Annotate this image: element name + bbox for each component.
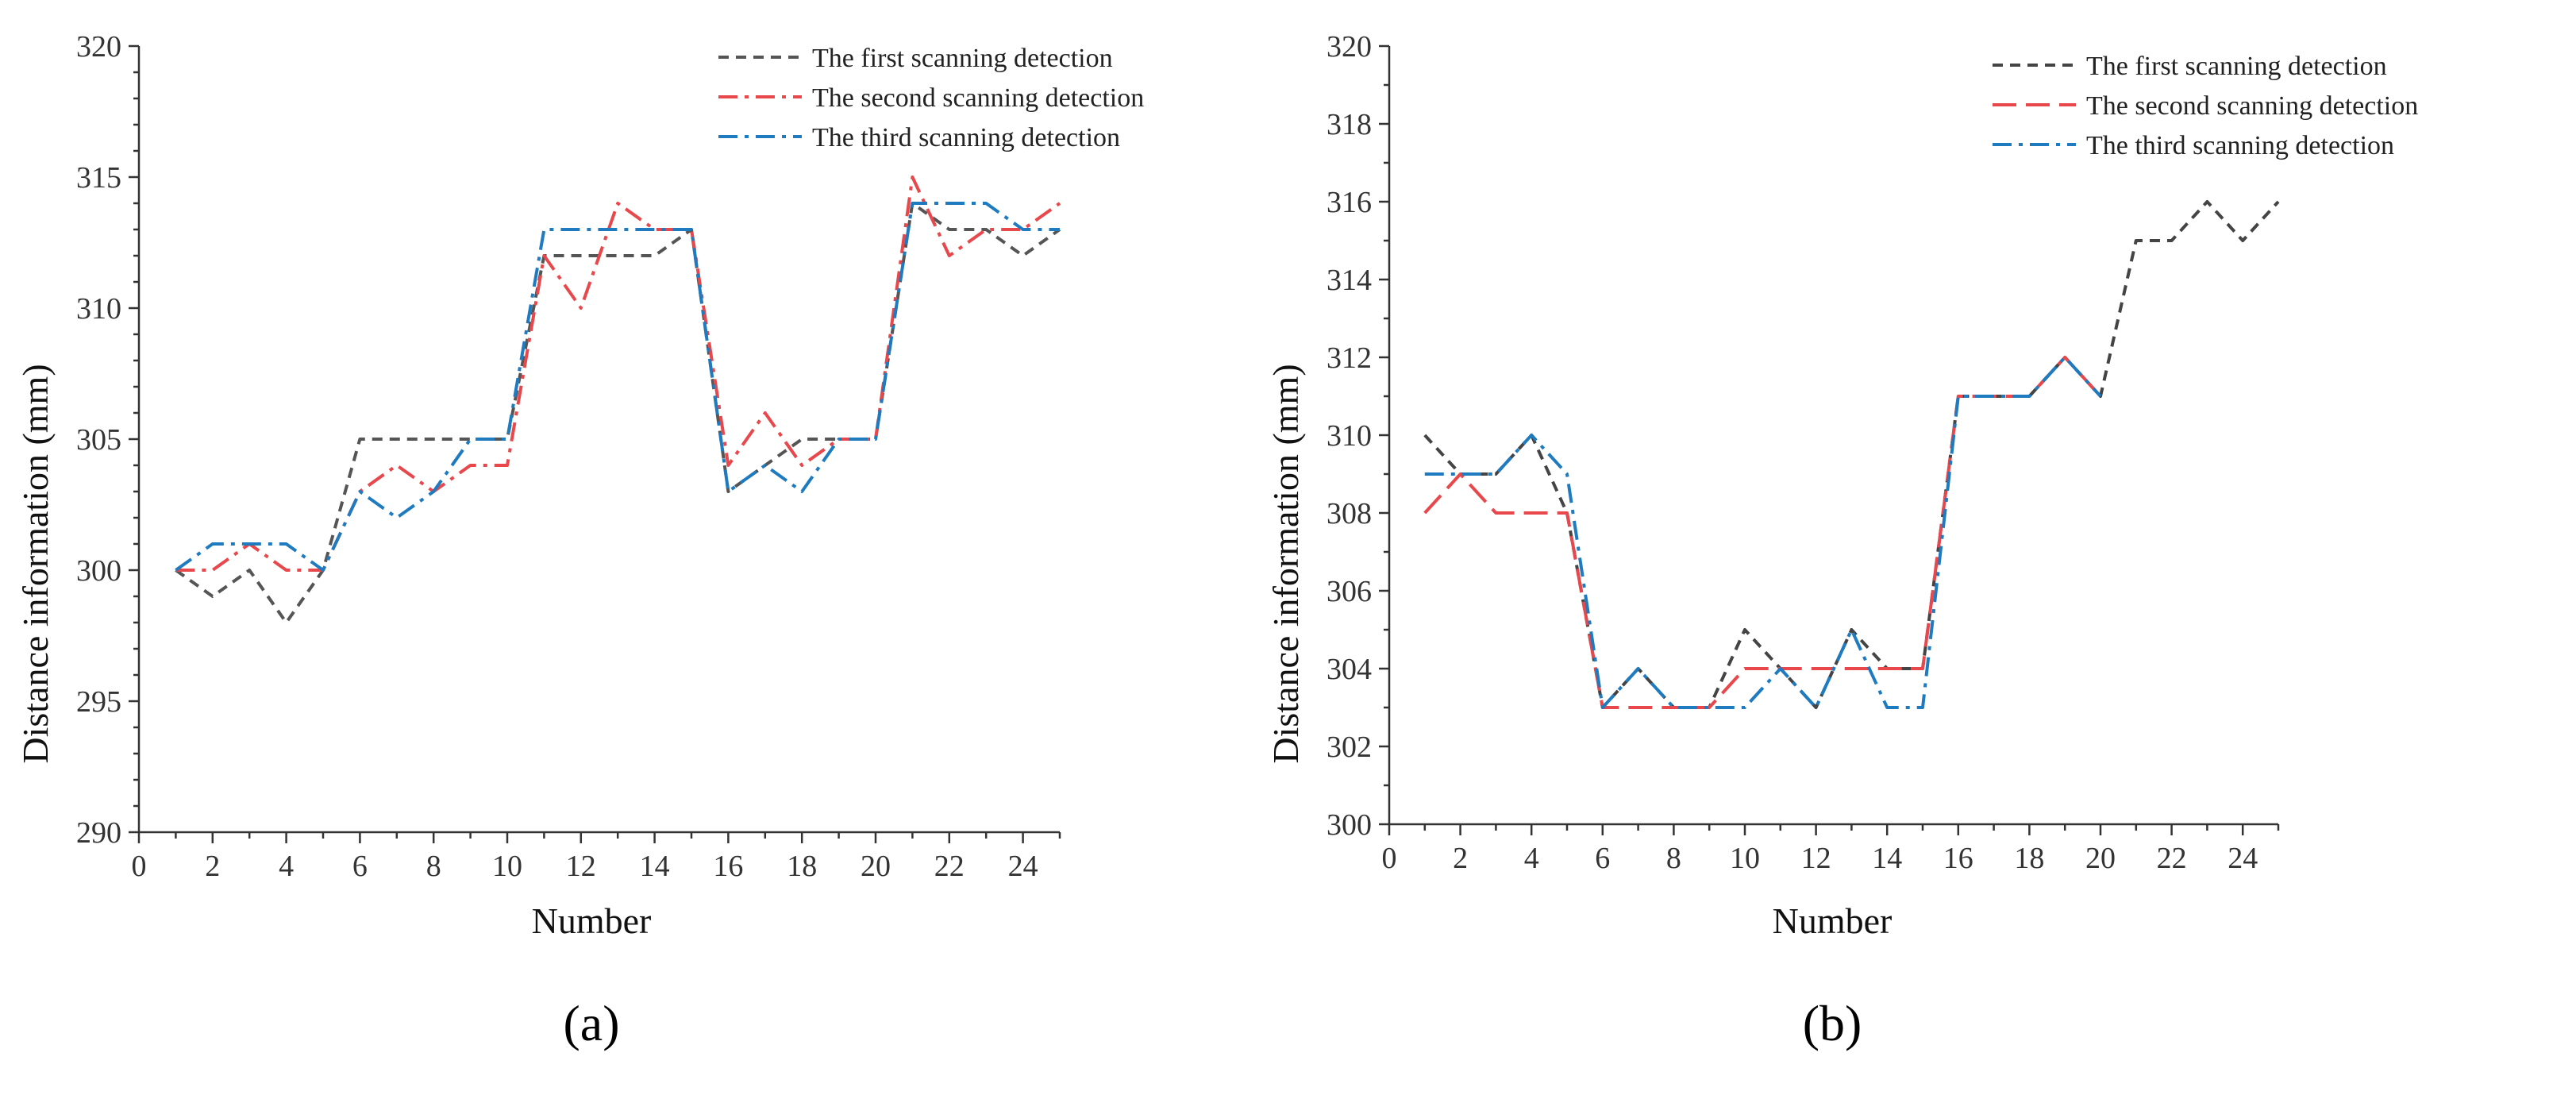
- series-line-a-2: [175, 175, 1061, 572]
- chart-panel-b: Distance information (mm) Number (b) 300…: [1265, 30, 2418, 1051]
- x-tick-label: 8: [1666, 842, 1681, 875]
- series-line-b-1: [1423, 200, 2280, 709]
- y-tick-label: 306: [1327, 575, 1372, 608]
- y-tick-label: 295: [76, 685, 121, 719]
- x-axis-title-b: Number: [1773, 900, 1893, 941]
- legend-label-b-1: The first scanning detection: [2086, 52, 2387, 81]
- y-tick-label: 302: [1327, 731, 1372, 764]
- x-tick-label: 16: [713, 850, 743, 883]
- x-tick-label: 0: [1382, 842, 1397, 875]
- x-tick-label: 10: [1730, 842, 1760, 875]
- y-tick-label: 320: [76, 30, 121, 64]
- y-tick-label: 315: [76, 161, 121, 195]
- y-tick-label: 316: [1327, 186, 1372, 219]
- x-tick-label: 6: [352, 850, 368, 883]
- x-tick-label: 10: [492, 850, 522, 883]
- legend-label-a-2: The second scanning detection: [812, 83, 1144, 113]
- series-line-a-3: [175, 202, 1060, 572]
- x-tick-label: 24: [2228, 842, 2258, 875]
- legend-label-b-2: The second scanning detection: [2086, 91, 2418, 121]
- chart-panel-a: Distance information (mm) Number (a) 290…: [15, 30, 1144, 1051]
- x-tick-label: 22: [934, 850, 965, 883]
- x-tick-label: 4: [1524, 842, 1539, 875]
- x-tick-label: 22: [2157, 842, 2187, 875]
- series-line-a-1: [175, 202, 1061, 624]
- x-tick-label: 4: [279, 850, 294, 883]
- y-tick-label: 312: [1327, 341, 1372, 375]
- x-tick-label: 2: [1453, 842, 1468, 875]
- y-tick-label: 320: [1327, 30, 1372, 64]
- series-line-b-2: [1423, 356, 2102, 709]
- x-tick-label: 20: [861, 850, 891, 883]
- legend-label-a-1: The first scanning detection: [812, 44, 1113, 73]
- y-tick-label: 318: [1327, 108, 1372, 141]
- y-tick-label: 300: [1327, 808, 1372, 842]
- x-tick-label: 8: [426, 850, 441, 883]
- x-tick-label: 12: [566, 850, 596, 883]
- y-tick-label: 310: [76, 292, 121, 326]
- y-axis-title-a: Distance information (mm): [15, 364, 56, 763]
- x-tick-label: 16: [1943, 842, 1973, 875]
- panel-label-b: (b): [1803, 995, 1862, 1051]
- series-line-b-3: [1424, 356, 2102, 709]
- y-tick-label: 300: [76, 554, 121, 588]
- y-tick-label: 314: [1327, 264, 1372, 297]
- x-tick-label: 0: [132, 850, 147, 883]
- x-tick-label: 14: [1872, 842, 1902, 875]
- x-tick-label: 14: [640, 850, 670, 883]
- x-tick-label: 12: [1801, 842, 1831, 875]
- x-tick-label: 18: [787, 850, 817, 883]
- legend-label-a-3: The third scanning detection: [812, 123, 1120, 152]
- y-tick-label: 308: [1327, 497, 1372, 530]
- x-tick-label: 24: [1008, 850, 1038, 883]
- y-tick-label: 290: [76, 816, 121, 850]
- legend-label-b-3: The third scanning detection: [2086, 131, 2394, 160]
- y-axis-title-b: Distance information (mm): [1265, 364, 1306, 763]
- y-tick-label: 304: [1327, 653, 1372, 686]
- x-tick-label: 2: [205, 850, 220, 883]
- x-tick-label: 20: [2085, 842, 2116, 875]
- panel-label-a: (a): [563, 995, 619, 1051]
- x-tick-label: 18: [2014, 842, 2044, 875]
- y-tick-label: 305: [76, 423, 121, 457]
- x-tick-label: 6: [1595, 842, 1610, 875]
- y-tick-label: 310: [1327, 419, 1372, 453]
- x-axis-title-a: Number: [532, 900, 652, 941]
